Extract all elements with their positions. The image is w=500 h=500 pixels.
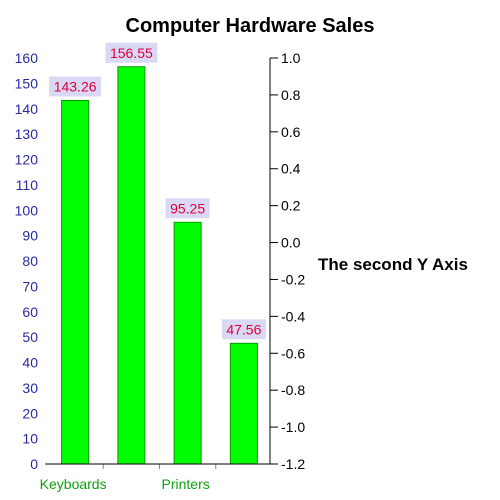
right-y-tick-label: -0.2 (281, 271, 305, 287)
chart-title: Computer Hardware Sales (126, 15, 375, 37)
left-y-tick-label: 140 (15, 101, 39, 117)
bars (61, 66, 258, 465)
right-y-axis-title: The second Y Axis (318, 255, 468, 274)
left-y-tick-label: 90 (22, 228, 38, 244)
left-y-tick-label: 50 (22, 329, 38, 345)
category-label: Keyboards (40, 476, 107, 492)
left-y-tick-label: 40 (22, 355, 38, 371)
left-y-tick-label: 120 (15, 152, 39, 168)
left-y-tick-label: 20 (22, 405, 38, 421)
right-y-tick-label: 0.4 (281, 161, 301, 177)
right-y-axis-ticks: -1.2 -1.0 -0.8 -0.6 -0.4 -0.2 0.0 0.2 0.4 0.6 0.8 1… (270, 50, 305, 472)
right-y-tick-label: 0.6 (281, 124, 301, 140)
right-y-tick-label: -1.2 (281, 456, 305, 472)
data-label-background (49, 76, 102, 97)
category-label: Printers (162, 476, 210, 492)
right-y-tick-label: -0.4 (281, 308, 305, 324)
bar (61, 99, 90, 465)
category-labels: Keyboards Printers (40, 464, 217, 492)
left-y-tick-label: 150 (15, 75, 39, 91)
bar (173, 221, 202, 465)
left-y-axis-ticks: 0 10 20 30 40 50 60 70 80 90 100 110 120 130 140 150 160 (15, 50, 39, 472)
left-y-tick-label: 0 (30, 456, 38, 472)
data-label-background (165, 198, 210, 219)
data-label: 95.25 (170, 200, 205, 216)
data-label: 156.55 (110, 45, 153, 61)
left-y-tick-label: 70 (22, 278, 38, 294)
left-y-tick-label: 60 (22, 304, 38, 320)
left-y-tick-label: 80 (22, 253, 38, 269)
left-y-tick-label: 100 (15, 202, 39, 218)
right-y-tick-label: -1.0 (281, 419, 305, 435)
data-label-background (221, 319, 266, 340)
left-y-tick-label: 110 (16, 177, 39, 193)
left-y-tick-label: 30 (22, 380, 38, 396)
right-y-tick-label: -0.6 (281, 345, 305, 361)
left-y-tick-label: 10 (22, 431, 38, 447)
right-y-tick-label: 1.0 (281, 50, 301, 66)
data-label: 143.26 (54, 78, 97, 94)
left-y-tick-label: 130 (15, 126, 39, 142)
data-label: 47.56 (226, 321, 261, 337)
data-label-background (105, 42, 158, 63)
data-labels: 143.26 156.55 95.25 47.56 (49, 42, 266, 340)
right-y-tick-label: 0.2 (281, 198, 301, 214)
left-y-tick-label: 160 (15, 50, 39, 66)
bar (117, 66, 146, 465)
right-y-tick-label: 0.8 (281, 87, 301, 103)
right-y-tick-label: 0.0 (281, 235, 301, 251)
bar (229, 342, 258, 465)
right-y-tick-label: -0.8 (281, 382, 305, 398)
